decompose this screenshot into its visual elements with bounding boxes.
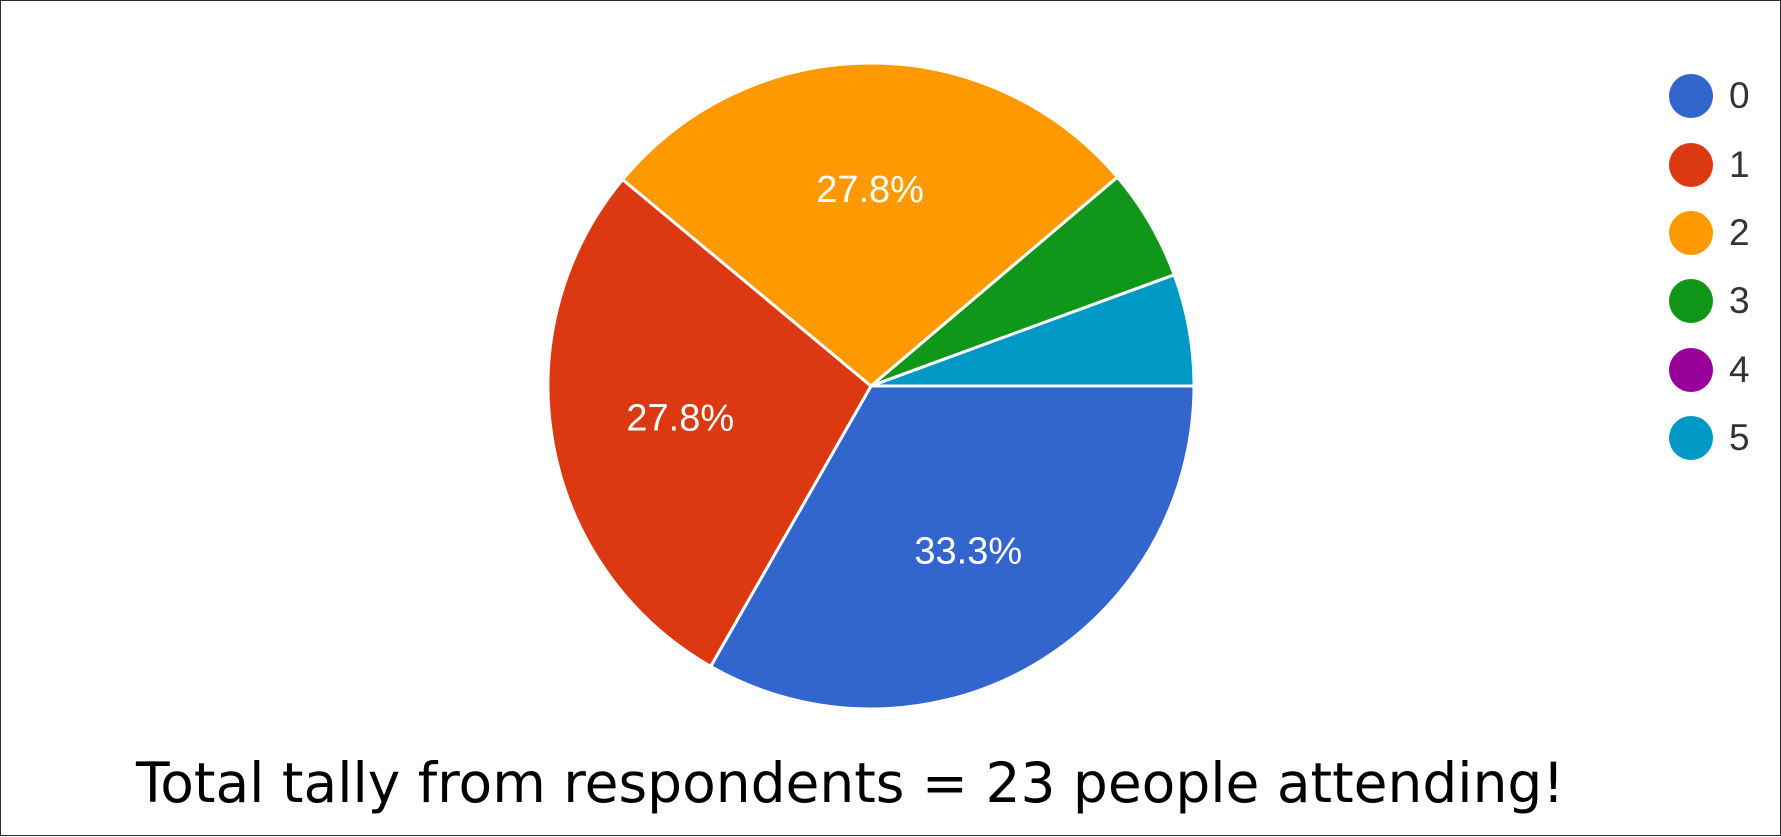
legend-item-2: 2 xyxy=(1669,199,1750,267)
pie-slices xyxy=(546,61,1196,711)
legend-swatch-5 xyxy=(1669,416,1713,461)
legend-label-3: 3 xyxy=(1729,280,1750,322)
legend-swatch-3 xyxy=(1669,279,1713,324)
slice-label-1: 27.8% xyxy=(626,398,734,440)
pie-slice-1 xyxy=(546,177,873,669)
legend-item-1: 1 xyxy=(1669,130,1750,198)
pie-slice-2 xyxy=(620,61,1120,388)
pie-slice-0 xyxy=(708,384,1196,711)
legend-label-2: 2 xyxy=(1729,211,1750,253)
legend-swatch-1 xyxy=(1669,142,1713,187)
legend-item-4: 4 xyxy=(1669,336,1750,404)
pie-data-labels: 33.3% 27.8% 27.8% xyxy=(626,169,1022,572)
legend-item-3: 3 xyxy=(1669,267,1750,335)
legend-label-5: 5 xyxy=(1729,417,1750,459)
pie-slice-5 xyxy=(870,272,1196,388)
legend-label-4: 4 xyxy=(1729,348,1750,390)
legend-item-0: 0 xyxy=(1669,62,1750,130)
legend-label-1: 1 xyxy=(1729,143,1750,185)
slice-label-0: 33.3% xyxy=(914,531,1022,573)
footer-note: Total tally from respondents = 23 people… xyxy=(136,751,1565,815)
legend-label-0: 0 xyxy=(1729,75,1750,117)
legend-swatch-0 xyxy=(1669,74,1713,119)
chart-legend: 0 1 2 3 4 5 xyxy=(1669,62,1750,472)
legend-swatch-4 xyxy=(1669,347,1713,392)
legend-item-5: 5 xyxy=(1669,404,1750,472)
legend-swatch-2 xyxy=(1669,210,1713,255)
slice-label-2: 27.8% xyxy=(816,169,924,211)
